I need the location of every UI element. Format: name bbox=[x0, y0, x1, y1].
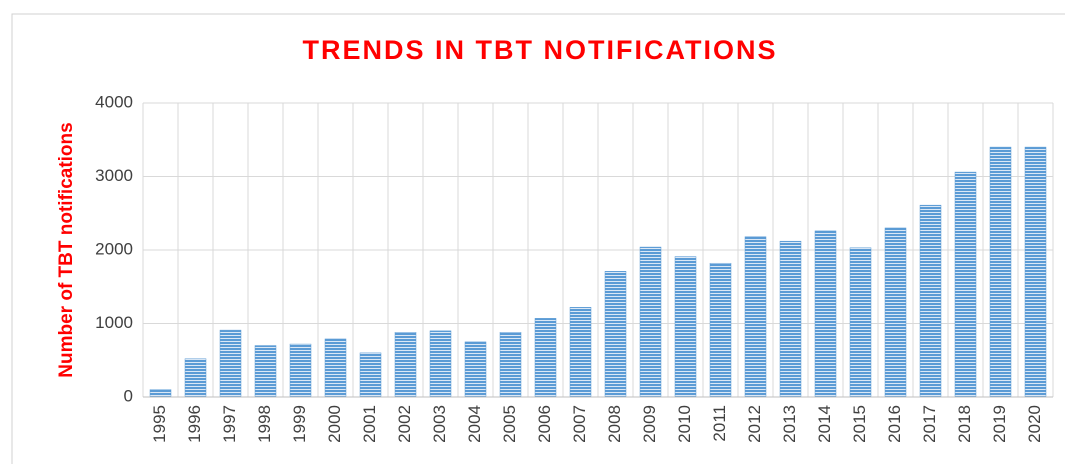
bar bbox=[359, 352, 382, 398]
bar bbox=[499, 332, 522, 398]
bar bbox=[954, 171, 977, 398]
x-tick-label: 1995 bbox=[150, 405, 169, 443]
bar bbox=[814, 230, 837, 398]
x-tick-label: 2020 bbox=[1025, 405, 1044, 443]
x-tick-label: 2013 bbox=[780, 405, 799, 443]
x-tick-label: 2014 bbox=[815, 405, 834, 443]
bar bbox=[289, 343, 312, 398]
x-tick-label: 2017 bbox=[920, 405, 939, 443]
bar bbox=[849, 247, 872, 398]
x-tick-label: 2019 bbox=[990, 405, 1009, 443]
x-tick-label: 2005 bbox=[500, 405, 519, 443]
x-tick-label: 1997 bbox=[220, 405, 239, 443]
x-tick-label: 2007 bbox=[570, 405, 589, 443]
x-tick-label: 2000 bbox=[325, 405, 344, 443]
bar bbox=[1024, 146, 1047, 398]
x-tick-label: 2001 bbox=[360, 405, 379, 443]
x-tick-label: 2003 bbox=[430, 405, 449, 443]
x-tick-label: 2008 bbox=[605, 405, 624, 443]
x-tick-label: 2009 bbox=[640, 405, 659, 443]
bar bbox=[989, 146, 1012, 398]
x-tick-label: 2015 bbox=[850, 405, 869, 443]
bar bbox=[744, 236, 767, 398]
chart-title: TRENDS IN TBT NOTIFICATIONS bbox=[303, 35, 778, 65]
x-tick-label: 2018 bbox=[955, 405, 974, 443]
bar bbox=[219, 329, 242, 398]
y-axis-label: Number of TBT notifications bbox=[56, 122, 77, 377]
bar bbox=[184, 358, 207, 398]
bar bbox=[534, 318, 557, 398]
bar bbox=[639, 246, 662, 398]
bar bbox=[919, 204, 942, 398]
x-tick-label: 2006 bbox=[535, 405, 554, 443]
x-tick-label: 1996 bbox=[185, 405, 204, 443]
x-tick-label: 2012 bbox=[745, 405, 764, 443]
bar bbox=[324, 338, 347, 398]
bar bbox=[884, 227, 907, 398]
bar bbox=[569, 307, 592, 398]
x-tick-label: 2010 bbox=[675, 405, 694, 443]
y-tick-label: 3000 bbox=[95, 166, 133, 185]
bar bbox=[429, 330, 452, 398]
x-tick-label: 1998 bbox=[255, 405, 274, 443]
y-tick-label: 2000 bbox=[95, 239, 133, 258]
bar bbox=[149, 389, 172, 398]
x-tick-label: 1999 bbox=[290, 405, 309, 443]
bar bbox=[709, 262, 732, 398]
y-tick-label: 0 bbox=[124, 386, 133, 405]
bar bbox=[779, 240, 802, 398]
y-tick-label: 1000 bbox=[95, 313, 133, 332]
x-tick-label: 2002 bbox=[395, 405, 414, 443]
bar bbox=[394, 332, 417, 398]
y-tick-label: 4000 bbox=[95, 92, 133, 111]
bar bbox=[674, 256, 697, 398]
x-tick-label: 2004 bbox=[465, 405, 484, 443]
bar bbox=[464, 341, 487, 398]
bar bbox=[604, 271, 627, 398]
x-tick-label: 2011 bbox=[710, 405, 729, 442]
bar bbox=[254, 345, 277, 398]
x-tick-label: 2016 bbox=[885, 405, 904, 443]
